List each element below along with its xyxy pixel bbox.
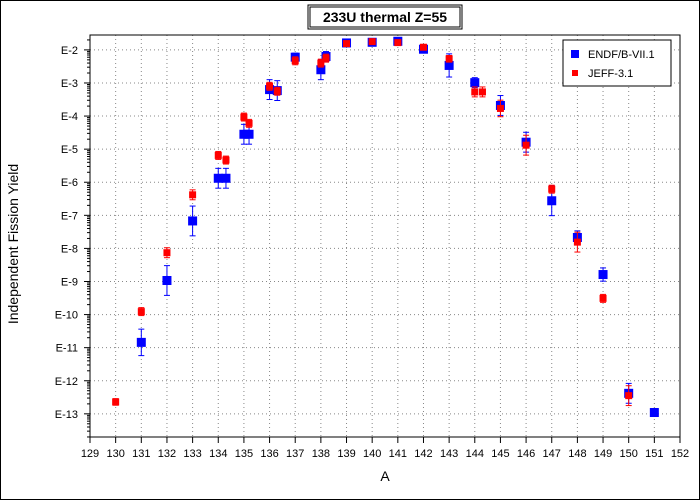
- axes: [84, 34, 681, 443]
- plot-border: [89, 34, 681, 438]
- x-tick-label: 149: [594, 448, 612, 460]
- data-point: [273, 87, 281, 95]
- chart-title-box: 233U thermal Z=55: [307, 4, 463, 30]
- data-point: [368, 38, 376, 46]
- x-tick-label: 147: [543, 448, 561, 460]
- data-point: [598, 270, 608, 280]
- y-tick-label: E-7: [61, 210, 78, 222]
- y-tick-label: E-13: [55, 409, 78, 421]
- data-point: [214, 151, 222, 159]
- chart-title: 233U thermal Z=55: [323, 9, 447, 25]
- data-point: [136, 337, 146, 347]
- legend: ENDF/B-VII.1 JEFF-3.1: [562, 39, 672, 87]
- data-point: [316, 65, 326, 75]
- x-tick-label: 141: [389, 448, 407, 460]
- x-tick-label: 133: [183, 448, 201, 460]
- y-tick-label: E-4: [61, 111, 78, 123]
- data-point: [445, 55, 453, 63]
- data-marks: [112, 36, 659, 418]
- legend-marker: [571, 50, 579, 58]
- data-point: [343, 40, 351, 48]
- data-point: [322, 54, 330, 62]
- x-axis-label: A: [380, 468, 390, 484]
- x-tick-label: 152: [671, 448, 689, 460]
- data-point: [470, 78, 480, 88]
- x-tick-label: 145: [491, 448, 509, 460]
- x-tick-label: 137: [286, 448, 304, 460]
- data-point: [189, 191, 197, 199]
- data-point: [222, 156, 230, 164]
- data-point: [471, 88, 479, 96]
- data-point: [244, 129, 254, 139]
- y-tick-label: E-11: [56, 343, 78, 355]
- data-point: [137, 308, 145, 316]
- data-point: [419, 43, 427, 51]
- y-tick-label: E-10: [55, 310, 78, 322]
- legend-label: ENDF/B-VII.1: [588, 49, 655, 61]
- data-point: [394, 39, 402, 47]
- data-point: [240, 113, 248, 121]
- x-tick-label: 139: [337, 448, 355, 460]
- x-tick-label: 146: [517, 448, 535, 460]
- data-point: [522, 141, 530, 149]
- data-point: [112, 398, 120, 406]
- data-point: [444, 60, 454, 70]
- y-tick-label: E-5: [61, 144, 78, 156]
- data-point: [573, 238, 581, 246]
- data-point: [245, 119, 253, 127]
- x-tick-label: 142: [414, 448, 432, 460]
- data-point: [163, 249, 171, 257]
- y-tick-label: E-2: [61, 45, 78, 57]
- x-tick-label: 134: [209, 448, 227, 460]
- x-tick-label: 135: [235, 448, 253, 460]
- data-point: [162, 276, 172, 286]
- x-tick-label: 136: [260, 448, 278, 460]
- x-tick-label: 151: [645, 448, 663, 460]
- x-tick-label: 143: [440, 448, 458, 460]
- legend-box: [562, 39, 672, 87]
- x-tick-label: 129: [81, 448, 99, 460]
- plot-area: [90, 35, 680, 437]
- data-point: [239, 129, 249, 139]
- x-tick-label: 132: [158, 448, 176, 460]
- y-tick-label: E-3: [61, 78, 78, 90]
- x-tick-label: 150: [620, 448, 638, 460]
- data-point: [478, 88, 486, 96]
- x-tick-label: 144: [466, 448, 484, 460]
- data-point: [548, 185, 556, 193]
- tick-labels: 129 130 131 132 133 134 135 136 137 138 139 140 141 1…: [55, 45, 689, 460]
- data-point: [496, 104, 504, 112]
- data-point: [649, 408, 659, 418]
- x-tick-label: 148: [568, 448, 586, 460]
- y-tick-label: E-6: [61, 177, 78, 189]
- series-JEFF-3.1: [112, 38, 633, 407]
- y-axis-label: Independent Fission Yield: [5, 164, 21, 324]
- data-point: [213, 173, 223, 183]
- data-point: [291, 57, 299, 65]
- y-tick-label: E-12: [55, 376, 78, 388]
- x-tick-label: 140: [363, 448, 381, 460]
- data-point: [317, 59, 325, 67]
- y-tick-label: E-9: [61, 276, 78, 288]
- y-tick-label: E-8: [61, 243, 78, 255]
- legend-label: JEFF-3.1: [588, 68, 633, 80]
- data-point: [188, 216, 198, 226]
- data-point: [266, 82, 274, 90]
- legend-marker: [572, 70, 578, 76]
- grid: [90, 35, 680, 437]
- x-tick-label: 130: [106, 448, 124, 460]
- data-point: [625, 392, 633, 400]
- data-point: [547, 196, 557, 206]
- data-point: [599, 294, 607, 302]
- data-point: [221, 173, 231, 183]
- x-tick-label: 138: [312, 448, 330, 460]
- x-tick-label: 131: [132, 448, 150, 460]
